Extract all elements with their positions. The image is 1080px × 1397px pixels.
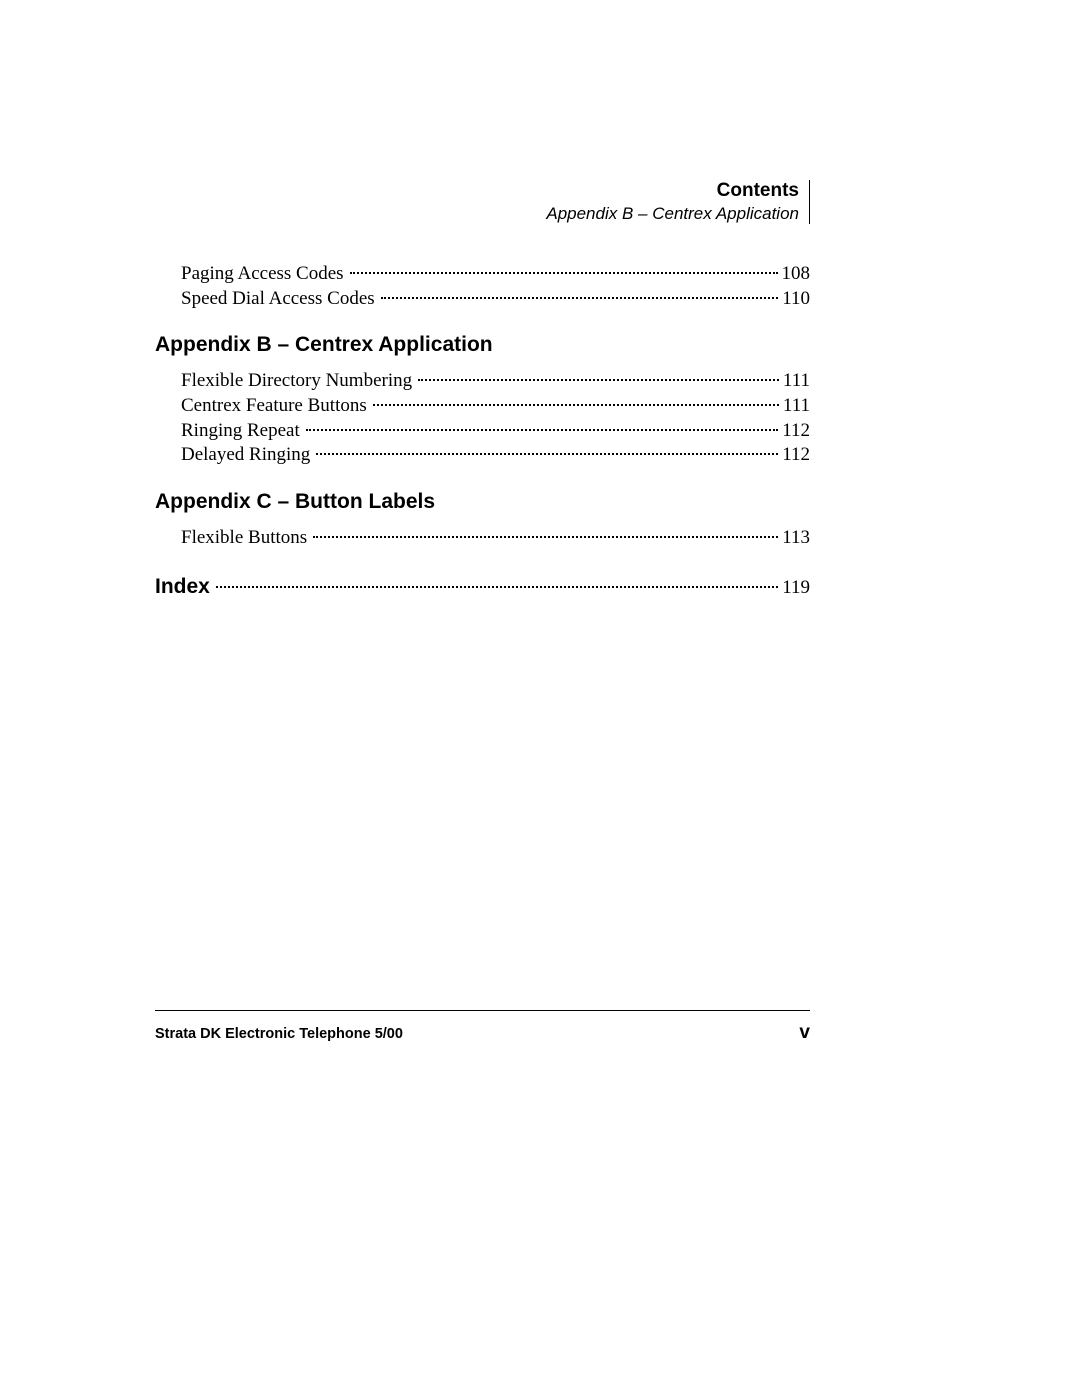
toc-entry-page: 111 xyxy=(781,394,810,419)
toc-leader xyxy=(316,453,778,455)
toc-entry: Flexible Directory Numbering 111 xyxy=(181,369,810,394)
toc-entry: Flexible Buttons 113 xyxy=(181,526,810,551)
toc-entry: Centrex Feature Buttons 111 xyxy=(181,394,810,419)
toc-entry: Paging Access Codes 108 xyxy=(181,262,810,287)
section-heading-appendix-c: Appendix C – Button Labels xyxy=(155,490,810,514)
toc-entry-page: 113 xyxy=(780,526,810,551)
toc-entry-page: 112 xyxy=(780,419,810,444)
header-title: Contents xyxy=(546,180,799,202)
footer-rule xyxy=(155,1010,810,1011)
toc-leader xyxy=(350,272,778,274)
toc-leader xyxy=(216,586,778,588)
footer-doc-title: Strata DK Electronic Telephone 5/00 xyxy=(155,1026,403,1042)
toc-entry-label: Flexible Buttons xyxy=(181,526,311,551)
section-heading-appendix-b: Appendix B – Centrex Application xyxy=(155,333,810,357)
toc-entry-page: 119 xyxy=(780,576,810,601)
toc-entry-page: 112 xyxy=(780,443,810,468)
toc-entry: Ringing Repeat 112 xyxy=(181,419,810,444)
toc-entry-label: Paging Access Codes xyxy=(181,262,348,287)
toc-entry-page: 111 xyxy=(781,369,810,394)
header-subtitle: Appendix B – Centrex Application xyxy=(546,204,799,224)
toc-entry-label: Flexible Directory Numbering xyxy=(181,369,416,394)
toc-leader xyxy=(306,429,778,431)
toc-entry-index: Index 119 xyxy=(155,573,810,601)
toc-page: Contents Appendix B – Centrex Applicatio… xyxy=(155,180,810,601)
page-footer: Strata DK Electronic Telephone 5/00 v xyxy=(155,1022,810,1044)
page-header: Contents Appendix B – Centrex Applicatio… xyxy=(546,180,810,224)
toc-leader xyxy=(418,379,779,381)
toc-entry-page: 110 xyxy=(780,287,810,312)
toc-entry-label: Index xyxy=(155,573,214,600)
toc-entry-label: Speed Dial Access Codes xyxy=(181,287,379,312)
toc-entry-label: Delayed Ringing xyxy=(181,443,314,468)
toc-entry: Delayed Ringing 112 xyxy=(181,443,810,468)
toc-entry: Speed Dial Access Codes 110 xyxy=(181,287,810,312)
footer-page-number: v xyxy=(799,1022,810,1044)
toc-leader xyxy=(373,404,779,406)
toc-entry-page: 108 xyxy=(780,262,811,287)
toc-leader xyxy=(381,297,779,299)
toc-entry-label: Centrex Feature Buttons xyxy=(181,394,371,419)
toc-entry-label: Ringing Repeat xyxy=(181,419,304,444)
toc-leader xyxy=(313,536,778,538)
